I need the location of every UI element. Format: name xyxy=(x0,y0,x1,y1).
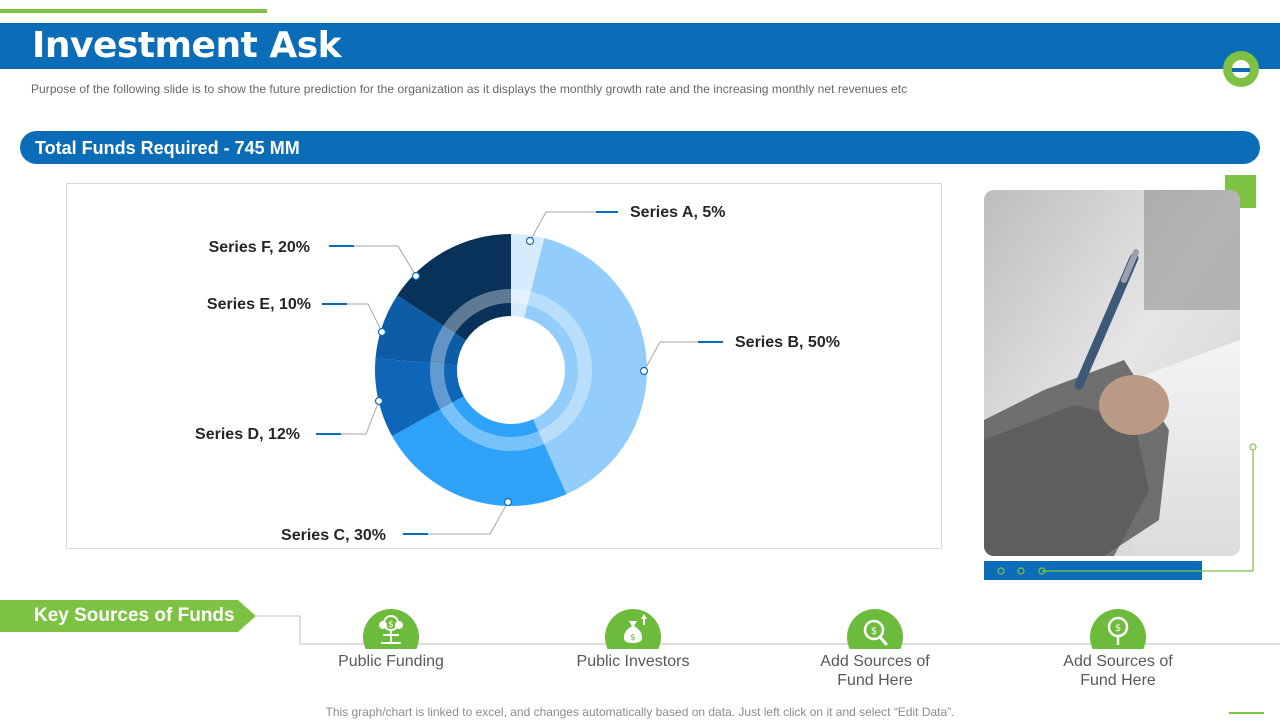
source-label-add-sources-2: Add Sources of Fund Here xyxy=(1063,653,1173,689)
title-banner xyxy=(0,23,1280,69)
key-sources-title: Key Sources of Funds xyxy=(34,605,235,626)
footer-note: This graph/chart is linked to excel, and… xyxy=(325,705,955,719)
chart-frame xyxy=(66,183,942,549)
leader-dot-series-d xyxy=(374,396,384,406)
leader-line-series-b xyxy=(643,341,698,372)
source-label-add-sources-1: Add Sources of Fund Here xyxy=(820,653,930,689)
data-label-series-e: Series E, 10% xyxy=(207,296,311,313)
leader-line-series-a xyxy=(529,211,596,242)
slice-series-e xyxy=(375,295,466,366)
leader-line-series-c xyxy=(428,501,509,535)
dollar-bulb-icon: $ xyxy=(1090,609,1146,649)
key-sources-banner xyxy=(0,600,256,632)
ring-icon xyxy=(1223,51,1259,87)
source-label-public-funding: Public Funding xyxy=(338,653,444,670)
page-title: Investment Ask xyxy=(32,25,342,66)
search-dollar-icon: $ xyxy=(847,609,903,649)
data-label-series-b: Series B, 50% xyxy=(735,334,840,351)
leader-line-series-d xyxy=(341,400,380,435)
data-label-series-f: Series F, 20% xyxy=(209,239,310,256)
svg-text:$: $ xyxy=(1115,623,1121,634)
data-label-series-a: Series A, 5% xyxy=(630,204,725,221)
slide-subtitle: Purpose of the following slide is to sho… xyxy=(31,82,908,96)
writing-hand-photo xyxy=(984,190,1240,556)
svg-text:$: $ xyxy=(630,633,636,643)
data-label-series-d: Series D, 12% xyxy=(195,426,300,443)
corner-accent-line xyxy=(1229,712,1264,714)
leader-dot-series-e xyxy=(377,327,387,337)
top-accent-bar xyxy=(0,9,267,13)
leader-dot-series-b xyxy=(639,366,649,376)
svg-text:$: $ xyxy=(871,626,877,637)
leader-dot-series-f xyxy=(411,271,421,281)
slice-series-c xyxy=(392,396,567,506)
slice-series-d xyxy=(375,358,464,437)
slice-series-b xyxy=(524,238,647,495)
leader-line-series-e xyxy=(347,303,383,333)
money-bag-icon: $ xyxy=(605,609,661,649)
svg-text:$: $ xyxy=(388,620,394,630)
funds-banner xyxy=(20,131,1260,164)
leader-line-series-f xyxy=(354,245,417,277)
data-label-series-c: Series C, 30% xyxy=(281,527,386,544)
slice-series-a xyxy=(511,234,545,318)
leader-dot-series-c xyxy=(503,497,513,507)
money-tree-icon: $ xyxy=(363,609,419,649)
source-label-public-investors: Public Investors xyxy=(576,653,690,670)
slice-series-f xyxy=(397,234,511,341)
leader-dot-series-a xyxy=(525,236,535,246)
inner-ring xyxy=(430,289,592,451)
funds-banner-text: Total Funds Required - 745 MM xyxy=(35,138,300,158)
